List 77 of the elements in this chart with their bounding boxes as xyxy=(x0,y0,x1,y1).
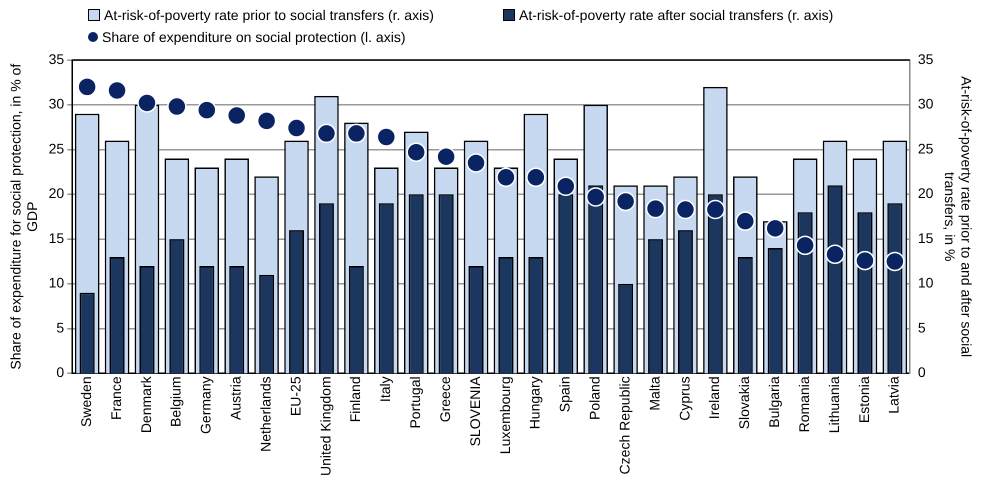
point xyxy=(406,142,426,162)
x-tick-label: Portugal xyxy=(407,376,424,429)
x-tick-label: France xyxy=(108,376,124,420)
y2-axis-title: At-risk-of-poverty rate prior to and after social transfers, in % xyxy=(942,76,975,358)
x-tick-label: Ireland xyxy=(706,376,722,420)
x-tick-label: Belgium xyxy=(168,376,184,427)
x-tick-label: Greece xyxy=(436,376,453,422)
point xyxy=(286,118,306,138)
y-tick-label: 5 xyxy=(56,319,64,336)
point xyxy=(197,100,217,120)
x-tick-label: Latvia xyxy=(886,376,902,414)
x-tick-label: Slovakia xyxy=(736,376,752,430)
y-tick-label: 25 xyxy=(48,140,64,156)
legend-label: Share of expenditure on social protection (l. axis) xyxy=(102,29,406,45)
point xyxy=(436,146,456,166)
point xyxy=(706,200,726,220)
y2-tick-label: 15 xyxy=(918,230,934,246)
point xyxy=(526,168,546,188)
x-tick-label: Estonia xyxy=(856,376,872,424)
point xyxy=(496,168,516,188)
point xyxy=(556,176,576,196)
legend-label: At-risk-of-poverty rate after social transfers (r. axis) xyxy=(519,7,834,23)
x-tick-label: Spain xyxy=(556,376,573,412)
point xyxy=(226,106,246,126)
x-tick-label: Malta xyxy=(646,376,662,411)
point xyxy=(346,124,366,144)
x-tick-label: Luxembourg xyxy=(496,376,513,454)
y-tick-label: 30 xyxy=(48,96,64,112)
x-tick-label: Hungary xyxy=(526,376,543,430)
y2-tick-label: 30 xyxy=(918,96,934,112)
point xyxy=(466,153,486,173)
y-tick-label: 10 xyxy=(48,274,64,291)
x-tick-label: Germany xyxy=(198,376,214,434)
x-tick-label: United Kingdom xyxy=(317,376,334,476)
point xyxy=(137,93,157,113)
legend-label: At-risk-of-poverty rate prior to social transfers (r. axis) xyxy=(104,7,434,23)
y-axis-title: Share of expenditure for social protection, in % of GDP xyxy=(7,64,40,370)
y2-tick-label: 35 xyxy=(918,50,934,67)
x-tick-label: SLOVENIA xyxy=(466,376,483,446)
point xyxy=(736,211,756,231)
x-tick-label: Lithuania xyxy=(826,376,842,434)
y-tick-label: 20 xyxy=(48,185,64,202)
point xyxy=(616,192,636,212)
x-tick-label: Bulgaria xyxy=(766,376,782,428)
point xyxy=(795,236,815,256)
y2-tick-label: 5 xyxy=(918,319,926,336)
point xyxy=(586,187,606,207)
x-tick-label: EU-25 xyxy=(287,376,304,416)
point xyxy=(765,218,785,238)
y-tick-label: 35 xyxy=(48,50,64,67)
y2-tick-label: 0 xyxy=(918,364,926,380)
point xyxy=(167,96,187,116)
point xyxy=(825,244,845,264)
point xyxy=(376,127,396,147)
x-tick-label: Cyprus xyxy=(676,376,692,421)
x-tick-label: Denmark xyxy=(138,375,154,434)
x-tick-label: Netherlands xyxy=(257,376,274,452)
x-tick-label: Austria xyxy=(228,376,244,420)
y2-tick-label: 20 xyxy=(918,185,934,202)
x-tick-label: Czech Republic xyxy=(616,376,632,474)
point xyxy=(316,124,336,144)
x-tick-label: Poland xyxy=(586,376,603,420)
point xyxy=(256,111,276,131)
point xyxy=(77,77,97,97)
point xyxy=(885,252,905,272)
y-tick-label: 0 xyxy=(56,364,64,380)
point xyxy=(107,80,127,100)
point xyxy=(646,198,666,218)
x-tick-label: Finland xyxy=(347,376,364,422)
x-tick-label: Romania xyxy=(796,376,812,432)
x-tick-label: Sweden xyxy=(78,376,94,427)
x-tick-label: Italy xyxy=(377,376,394,402)
point xyxy=(855,250,875,270)
y-tick-label: 15 xyxy=(48,230,64,246)
y2-tick-label: 10 xyxy=(918,274,934,291)
point xyxy=(676,200,696,220)
y2-tick-label: 25 xyxy=(918,140,934,156)
